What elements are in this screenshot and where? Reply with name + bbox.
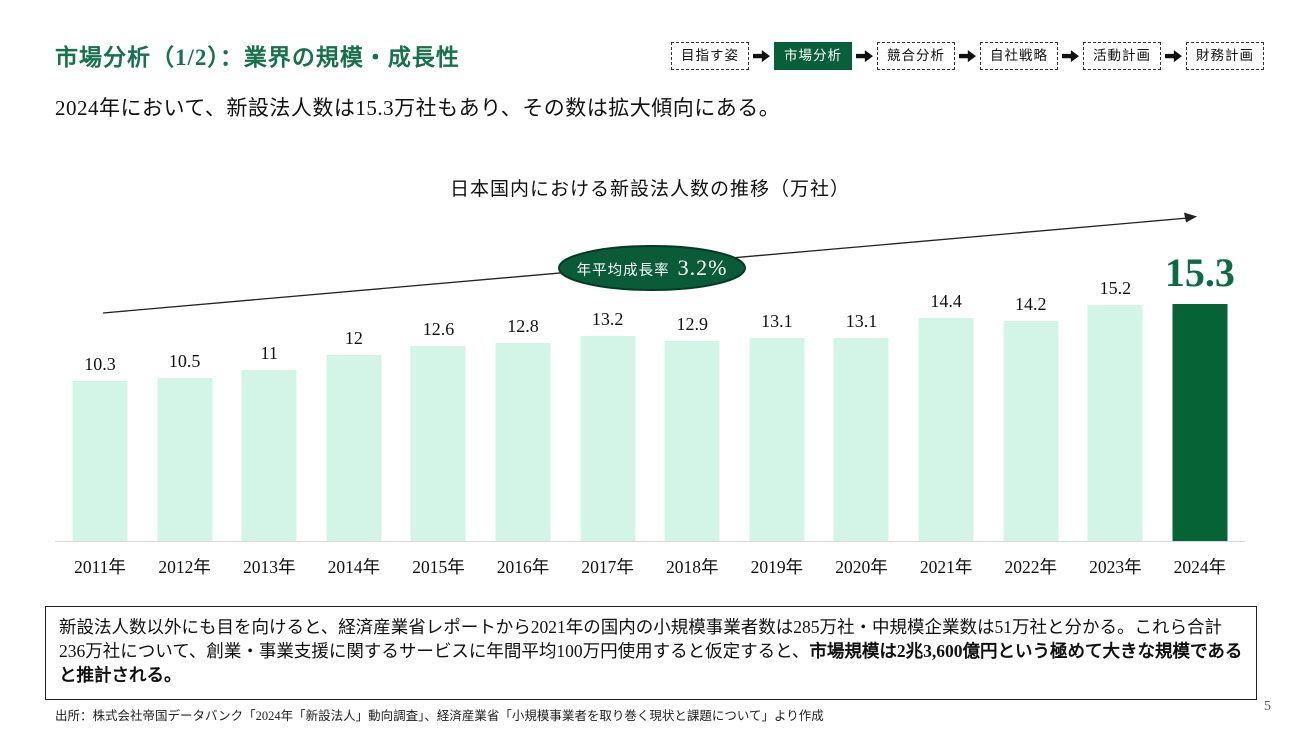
nav-step-5[interactable]: 活動計画 — [1083, 42, 1161, 71]
bar-group-2021年: 14.4 2021年 — [906, 201, 986, 577]
nav-step-2-active[interactable]: 市場分析 — [774, 42, 852, 71]
page-title: 市場分析（1/2）：業界の規模・成長性 — [55, 45, 460, 70]
bar-value-label: 14.4 — [930, 291, 962, 311]
phase-nav: 目指す姿 市場分析 競合分析 自社戦略 活動計画 財務計画 — [671, 42, 1264, 71]
x-axis-tick-label: 2024年 — [1173, 557, 1227, 577]
bar-group-2024年: 15.3 2024年 — [1160, 201, 1240, 577]
slide-message: 2024年において、新設法人数は15.3万社もあり、その数は拡大傾向にある。 — [55, 96, 781, 120]
bar — [749, 338, 805, 541]
bar — [1087, 305, 1143, 541]
note-text: 新設法人数以外にも目を向けると、経済産業省レポートから2021年の国内の小規模事… — [59, 617, 1223, 661]
nav-step-6[interactable]: 財務計画 — [1186, 42, 1264, 71]
bar — [918, 318, 974, 541]
bar-group-2022年: 14.2 2022年 — [991, 201, 1071, 577]
arrow-right-icon — [753, 50, 770, 63]
bar-group-2017年: 13.2 2017年 — [568, 201, 648, 577]
x-axis-tick-label: 2022年 — [1004, 557, 1057, 577]
bar-group-2014年: 12 2014年 — [314, 201, 394, 577]
bar-group-2011年: 10.3 2011年 — [60, 201, 140, 577]
x-axis-tick-label: 2015年 — [412, 557, 465, 577]
x-axis-tick-label: 2017年 — [581, 557, 634, 577]
nav-step-3[interactable]: 競合分析 — [877, 42, 955, 71]
bar-group-2018年: 12.9 2018年 — [652, 201, 732, 577]
bar-value-label: 15.2 — [1099, 278, 1132, 298]
arrow-right-icon — [959, 50, 976, 63]
x-axis-tick-label: 2023年 — [1089, 557, 1142, 577]
bar-group-2023年: 15.2 2023年 — [1075, 201, 1155, 577]
bar-value-label: 13.1 — [761, 311, 793, 331]
bar — [326, 355, 382, 541]
bar — [157, 378, 213, 541]
bar-value-label: 11 — [260, 343, 278, 363]
x-axis-tick-label: 2016年 — [496, 557, 550, 577]
page-number: 5 — [1264, 699, 1271, 714]
arrow-right-icon — [856, 50, 873, 63]
bar — [1003, 321, 1059, 541]
bar-value-label: 12.8 — [507, 316, 539, 336]
bar-group-2012年: 10.5 2012年 — [145, 201, 225, 577]
bar — [241, 370, 297, 541]
bar — [72, 381, 128, 541]
x-axis-tick-label: 2014年 — [327, 557, 381, 577]
chart-title: 日本国内における新設法人数の推移（万社） — [449, 179, 850, 200]
x-axis-tick-label: 2013年 — [242, 557, 296, 577]
bar-value-label: 14.2 — [1014, 294, 1047, 314]
x-axis-tick-label: 2019年 — [750, 557, 804, 577]
bar — [410, 346, 466, 541]
insight-note-box: 新設法人数以外にも目を向けると、経済産業省レポートから2021年の国内の小規模事… — [45, 606, 1257, 700]
bar-group-2020年: 13.1 2020年 — [821, 201, 901, 577]
bar-value-label: 13.2 — [591, 309, 624, 329]
bar — [580, 336, 636, 541]
arrow-right-icon — [1062, 50, 1079, 63]
x-axis-tick-label: 2012年 — [158, 557, 211, 577]
bar-group-2016年: 12.8 2016年 — [483, 201, 563, 577]
bar-value-label: 12.9 — [676, 314, 709, 334]
bar-group-2015年: 12.6 2015年 — [398, 201, 478, 577]
bar — [664, 341, 720, 541]
x-axis-tick-label: 2021年 — [919, 557, 973, 577]
bar — [833, 338, 889, 541]
source-citation: 出所：株式会社帝国データバンク「2024年「新設法人」動向調査」、経済産業省「小… — [55, 709, 824, 723]
bar-chart: 10.3 2011年 10.5 2012年 11 2013年 12 2014年 12.6 2015… — [60, 201, 1240, 577]
x-axis-tick-label: 2011年 — [74, 557, 126, 577]
bar-value-label-highlight: 15.3 — [1164, 250, 1235, 295]
bar-columns: 10.3 2011年 10.5 2012年 11 2013年 12 2014年 12.6 2015… — [60, 201, 1240, 577]
bar — [495, 343, 551, 541]
bar-value-label: 12.6 — [422, 319, 455, 339]
nav-step-4[interactable]: 自社戦略 — [980, 42, 1058, 71]
x-axis-tick-label: 2020年 — [835, 557, 888, 577]
bar-value-label: 10.5 — [168, 351, 201, 371]
bar-value-label: 12 — [344, 328, 363, 348]
bar-highlighted — [1172, 304, 1228, 541]
bar-value-label: 10.3 — [84, 354, 116, 374]
bar-group-2013年: 11 2013年 — [229, 201, 309, 577]
bar-value-label: 13.1 — [845, 311, 878, 331]
arrow-right-icon — [1165, 50, 1182, 63]
bar-group-2019年: 13.1 2019年 — [737, 201, 817, 577]
x-axis-tick-label: 2018年 — [666, 557, 719, 577]
nav-step-1[interactable]: 目指す姿 — [671, 42, 749, 71]
note-text-emphasis: 市場規模は2兆3,600億円という極めて大きな規模であると推計される。 — [59, 640, 1243, 685]
x-axis-line — [55, 541, 1245, 542]
